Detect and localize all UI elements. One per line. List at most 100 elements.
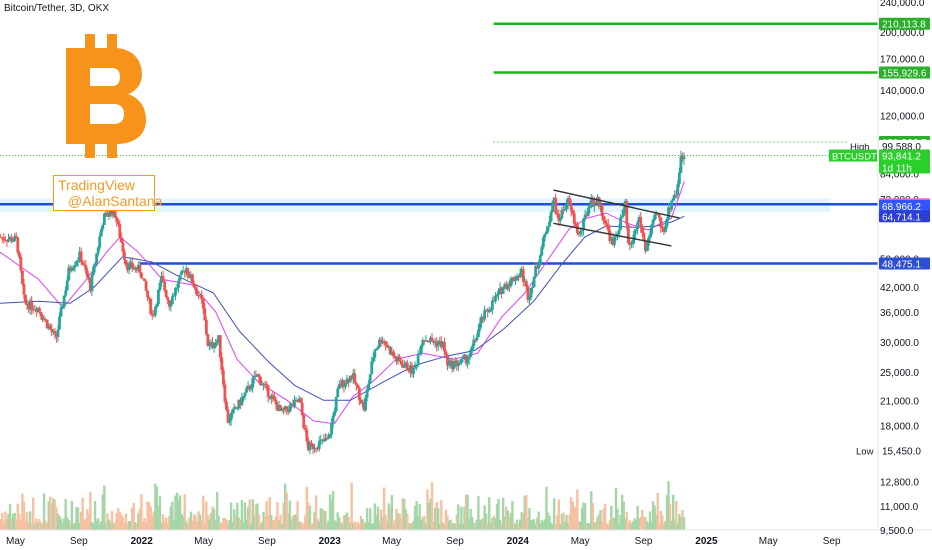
candle-body: [501, 287, 505, 294]
volume-bar: [300, 523, 304, 530]
volume-bar: [494, 518, 497, 530]
candle-body: [41, 316, 44, 320]
candle-body: [280, 408, 284, 411]
volume-bar: [313, 512, 316, 530]
candle-body: [96, 247, 100, 254]
volume-bar: [49, 496, 52, 530]
candle-body: [328, 434, 332, 437]
volume-bar: [223, 517, 227, 530]
volume-bar: [620, 494, 624, 530]
volume-bar: [271, 519, 275, 530]
volume-bar: [239, 519, 242, 530]
candle-body: [500, 287, 504, 294]
candle-body: [81, 262, 85, 265]
volume-bar: [562, 512, 565, 530]
candle-body: [339, 383, 343, 387]
volume-bar: [551, 523, 554, 530]
volume-bar: [283, 483, 287, 530]
volume-bar: [676, 523, 680, 530]
volume-bar: [664, 521, 667, 530]
volume-bar: [492, 515, 496, 530]
candle-body: [653, 215, 657, 220]
volume-bar: [285, 492, 288, 530]
volume-bar: [56, 513, 60, 530]
volume-bar: [277, 520, 281, 530]
candle-body: [424, 340, 428, 342]
volume-bar: [160, 522, 163, 530]
volume-bar: [634, 520, 638, 530]
volume-bar: [55, 507, 58, 530]
volume-bar: [586, 523, 590, 530]
candle-body: [101, 224, 105, 230]
volume-bar: [648, 511, 652, 530]
volume-bar: [318, 521, 321, 530]
volume-bar: [608, 520, 612, 530]
candle-body: [551, 202, 555, 212]
candle-body: [195, 289, 199, 296]
x-tick-label: Sep: [258, 536, 276, 547]
volume-bar: [143, 518, 146, 530]
volume-bar: [22, 501, 26, 530]
y-tick-label: 25,000.0: [880, 368, 919, 379]
volume-bar: [21, 493, 24, 530]
candle-body: [592, 202, 596, 207]
candle-body: [191, 274, 194, 284]
volume-bar: [140, 494, 143, 530]
candle-body: [87, 276, 91, 280]
price-tag: [879, 149, 930, 174]
candle-body: [449, 360, 452, 363]
candle-body: [681, 156, 684, 160]
volume-bar: [13, 512, 16, 530]
candle-body: [266, 385, 270, 398]
volume-bar: [619, 514, 622, 530]
volume-bar: [42, 493, 46, 530]
candle-body: [345, 378, 349, 384]
candle-body: [498, 287, 502, 291]
candle-body: [668, 207, 672, 210]
volume-bar: [373, 503, 377, 530]
candle-body: [294, 399, 298, 401]
candle-body: [365, 389, 369, 398]
candle-body: [381, 341, 384, 344]
candle-body: [109, 210, 112, 216]
candle-body: [150, 313, 154, 315]
candle-body: [650, 224, 653, 235]
candle-body: [371, 357, 375, 362]
volume-bar: [174, 495, 177, 530]
candle-body: [589, 199, 593, 207]
candle-body: [443, 342, 446, 352]
volume-bar: [500, 523, 503, 530]
candle-body: [225, 401, 228, 410]
price-tags: 210,113.8155,929.6101,966.599,588.0High9…: [829, 17, 930, 457]
candle-body: [636, 222, 640, 230]
candle-body: [2, 237, 6, 240]
volume-bar: [347, 517, 350, 530]
candle-body: [180, 271, 184, 275]
volume-bar: [123, 522, 126, 530]
volume-bar: [418, 504, 421, 530]
volume-bar: [39, 522, 43, 530]
candle-body: [599, 204, 602, 207]
volume-bar: [279, 514, 282, 530]
candle-body: [337, 383, 341, 389]
candle-body: [393, 356, 397, 359]
volume-bar: [395, 508, 398, 530]
volume-bar: [580, 507, 584, 530]
candle-body: [409, 365, 412, 372]
volume-bar: [461, 523, 465, 530]
volume-bar: [393, 519, 397, 530]
volume-bar: [328, 494, 332, 530]
candle-body: [415, 365, 418, 367]
volume-bar: [611, 517, 615, 530]
candle-body: [340, 380, 344, 387]
volume-bar: [401, 498, 404, 530]
candle-body: [548, 221, 551, 227]
candle-body: [534, 266, 538, 277]
volume-bar: [10, 518, 13, 530]
volume-bar: [594, 522, 598, 530]
volume-bar: [166, 523, 169, 530]
candle-body: [187, 274, 191, 278]
candle-body: [495, 294, 499, 297]
candle-body: [608, 230, 612, 242]
